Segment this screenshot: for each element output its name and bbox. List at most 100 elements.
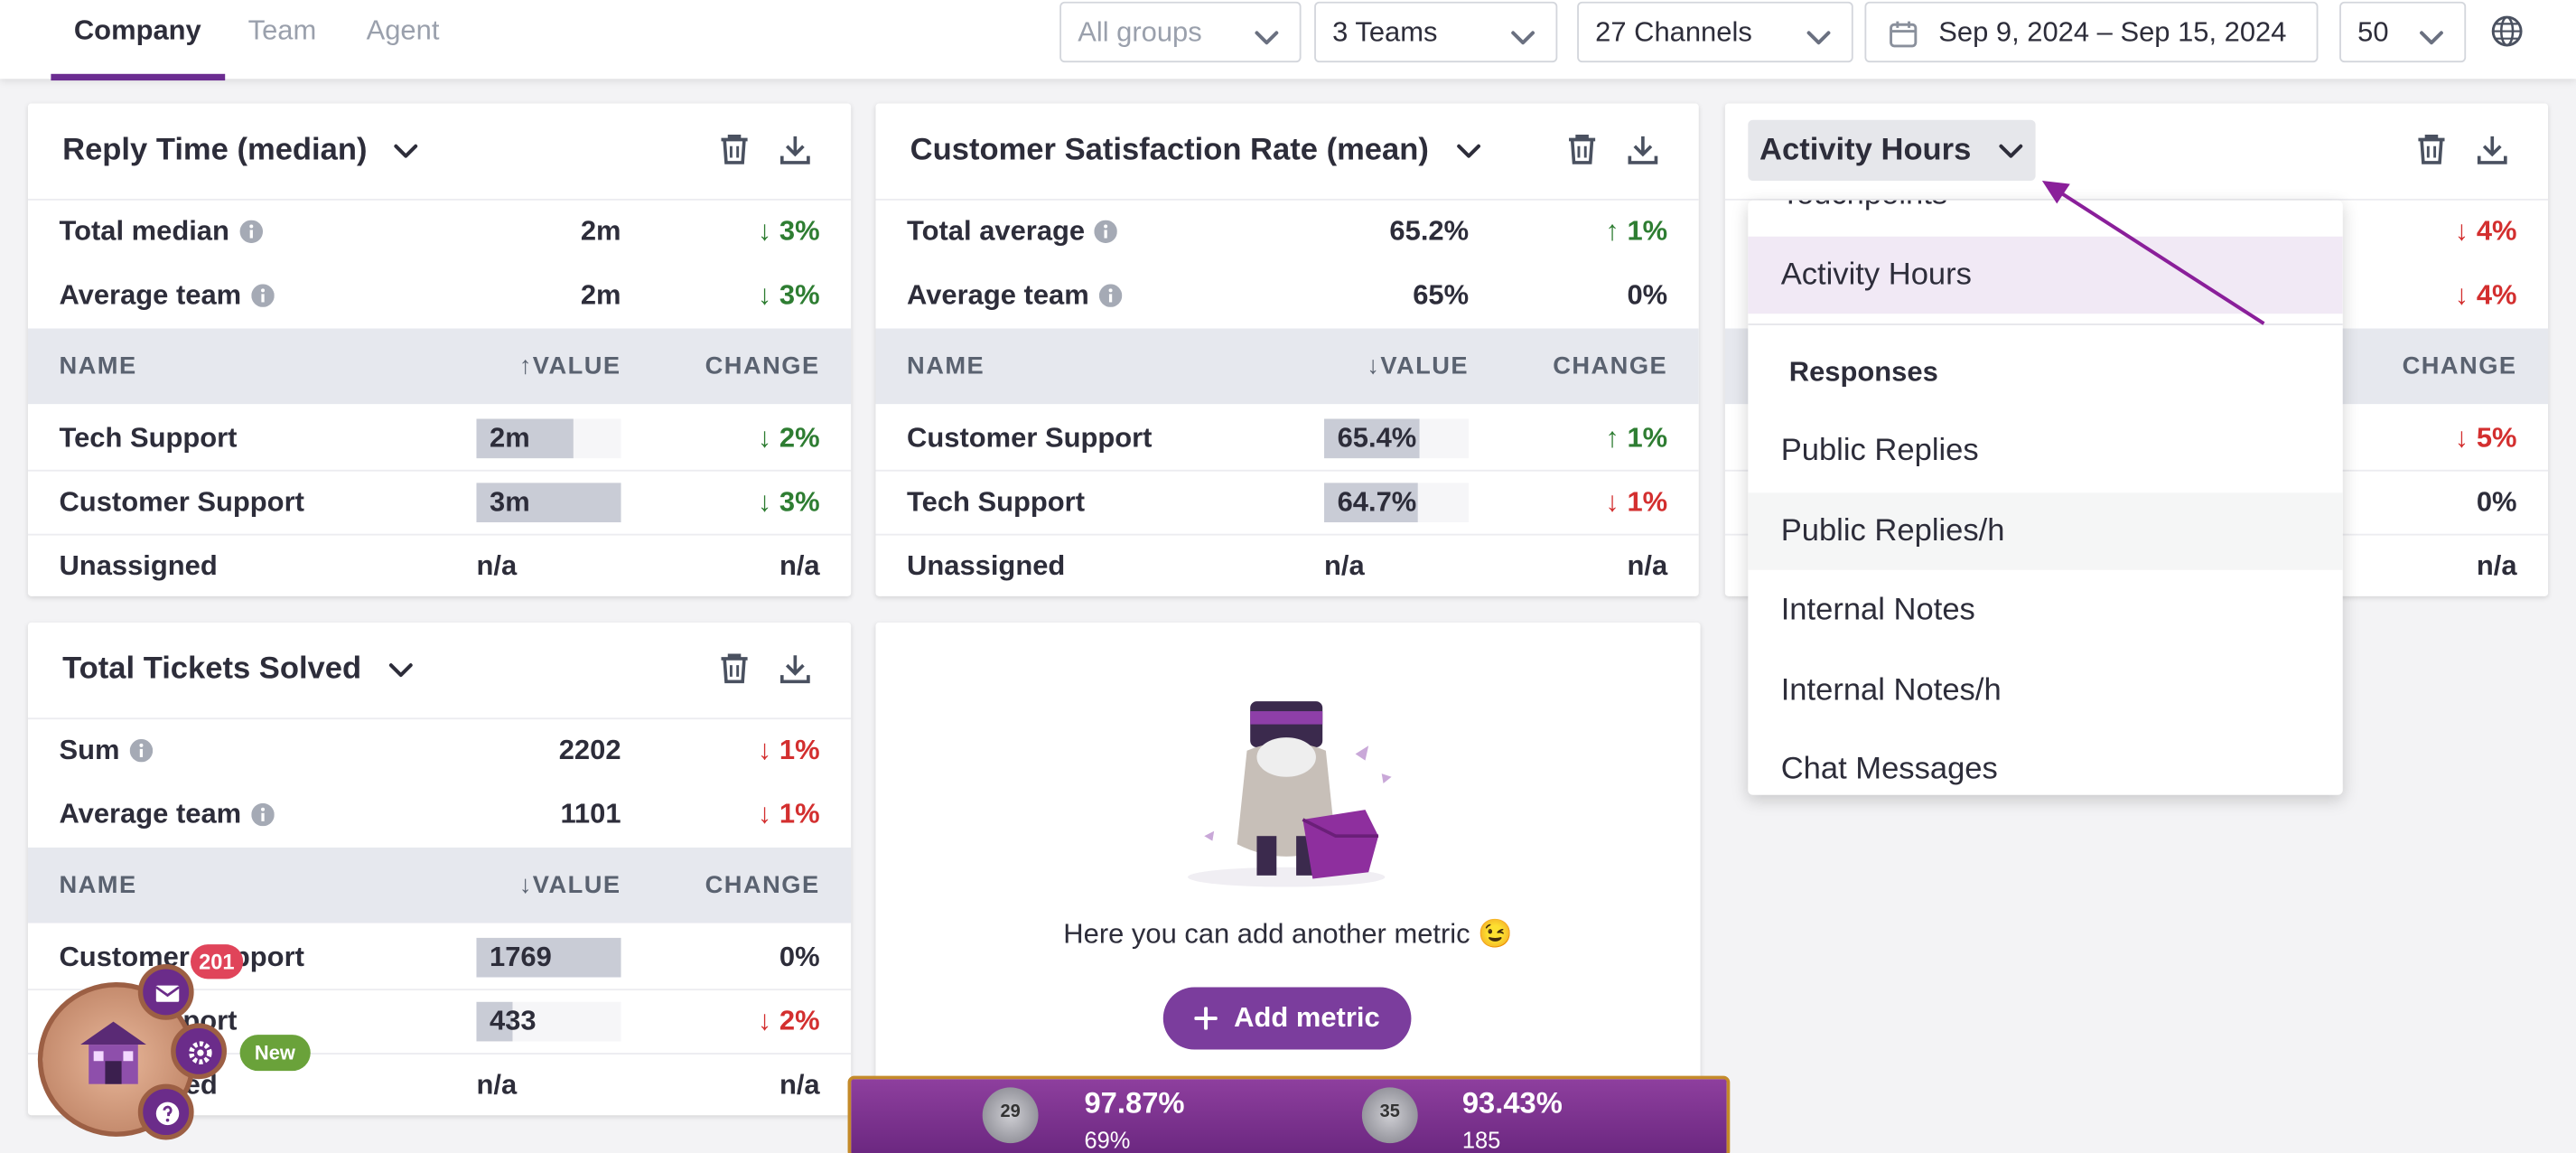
- summary-label: Total average: [907, 215, 1118, 248]
- nav-tab[interactable]: Team: [247, 14, 317, 46]
- column-header[interactable]: CHANGE: [2402, 352, 2517, 380]
- mascot-illustration-part: [1250, 711, 1323, 725]
- chevron-icon-part: [1255, 31, 1279, 45]
- row-name: Customer Support: [907, 422, 1153, 454]
- add-metric-button[interactable]: Add metric: [1162, 987, 1412, 1050]
- card-title-button[interactable]: Customer Satisfaction Rate (mean): [910, 120, 1481, 181]
- download-icon[interactable]: [779, 133, 811, 173]
- info-icon-part: [1095, 220, 1118, 244]
- dropdown-item[interactable]: Internal Notes: [1780, 593, 1975, 628]
- filter-label: 27 Channels: [1595, 16, 1752, 48]
- chevron-icon-part: [395, 143, 419, 157]
- summary-change: ↑ 1%: [1605, 215, 1668, 247]
- delete-icon[interactable]: [1567, 133, 1597, 173]
- row-change: ↑ 1%: [1605, 422, 1668, 454]
- column-header[interactable]: CHANGE: [705, 352, 820, 380]
- filter-dropdown[interactable]: 50: [2339, 1, 2467, 63]
- download-icon[interactable]: [2476, 133, 2508, 173]
- card-title: Total Tickets Solved: [62, 651, 362, 686]
- item-highlight-selected: [1748, 236, 2343, 314]
- empty-text: Here you can add another metric 😉: [1063, 918, 1513, 950]
- delete-icon-part: [729, 145, 740, 158]
- summary-label: Average team: [59, 279, 275, 312]
- chevron-icon: [1455, 142, 1481, 158]
- chevron-icon-part: [1511, 31, 1535, 45]
- chevron-icon: [1806, 24, 1832, 54]
- table-header: [875, 328, 1699, 405]
- card-title-button[interactable]: Activity Hours: [1748, 119, 2036, 181]
- mascot-illustration-part: [1302, 818, 1379, 839]
- dropdown-item[interactable]: Activity Hours: [1780, 258, 1972, 293]
- column-header[interactable]: NAME: [59, 352, 137, 380]
- stat-value: 97.87%: [1084, 1086, 1185, 1120]
- summary-value: 2m: [580, 279, 621, 311]
- card-title: Customer Satisfaction Rate (mean): [910, 132, 1429, 167]
- column-header[interactable]: ↓VALUE: [518, 871, 621, 900]
- tab-underline: [51, 73, 226, 81]
- delete-icon-part: [729, 665, 740, 677]
- info-icon-part: [251, 284, 275, 307]
- download-icon[interactable]: [1627, 133, 1659, 173]
- summary-change: ↓ 3%: [757, 215, 820, 247]
- dropdown-item[interactable]: Public Replies/h: [1780, 513, 2005, 548]
- help-icon-part: [165, 1118, 170, 1122]
- download-icon-part: [1628, 136, 1658, 164]
- table-header: [27, 328, 852, 405]
- card-title-button[interactable]: Total Tickets Solved: [62, 639, 414, 699]
- new-badge: New: [239, 1035, 311, 1072]
- column-header[interactable]: ↑VALUE: [518, 352, 621, 380]
- row-value: 64.7%: [1337, 486, 1417, 518]
- info-icon-part: [1098, 284, 1123, 307]
- globe-icon-part: [2493, 23, 2522, 40]
- download-icon-part: [2477, 136, 2507, 164]
- card-title-button[interactable]: Reply Time (median): [62, 120, 420, 181]
- metric-card: Customer Satisfaction Rate (mean) Total a…: [875, 103, 1699, 596]
- info-icon: [129, 738, 153, 763]
- column-header[interactable]: ↓VALUE: [1367, 352, 1470, 380]
- settings-button[interactable]: [171, 1023, 228, 1080]
- column-header[interactable]: CHANGE: [705, 871, 820, 900]
- dropdown-item[interactable]: Touchpoints: [1781, 201, 1947, 214]
- row-change: n/a: [779, 549, 820, 582]
- dropdown-item[interactable]: Public Replies: [1780, 433, 1979, 469]
- chevron-icon: [1997, 142, 2023, 158]
- delete-icon-part: [1577, 145, 1587, 158]
- column-header[interactable]: NAME: [59, 871, 137, 900]
- row-change: ↓ 1%: [1605, 486, 1668, 518]
- row-value: n/a: [476, 549, 518, 582]
- delete-icon[interactable]: [2417, 133, 2447, 173]
- dropdown-item[interactable]: Internal Notes/h: [1780, 672, 2002, 708]
- download-icon[interactable]: [779, 652, 811, 693]
- filter-dropdown[interactable]: All groups: [1059, 1, 1302, 63]
- summary-value: 2202: [558, 734, 621, 766]
- globe-icon[interactable]: [2490, 14, 2523, 55]
- help-button[interactable]: [137, 1083, 194, 1140]
- summary-label-text: Sum: [59, 734, 120, 766]
- delete-icon[interactable]: [720, 133, 750, 173]
- mail-icon-part: [155, 985, 181, 1002]
- delete-icon-part: [2418, 135, 2445, 164]
- delete-icon[interactable]: [720, 652, 750, 693]
- info-icon-part: [1108, 288, 1113, 293]
- column-header[interactable]: CHANGE: [1553, 352, 1668, 380]
- filter-dropdown[interactable]: Sep 9, 2024 – Sep 15, 2024: [1864, 1, 2319, 63]
- dropdown-item[interactable]: Chat Messages: [1780, 752, 1998, 787]
- nav-tab[interactable]: Company: [73, 14, 201, 46]
- nav-tab[interactable]: Agent: [366, 14, 440, 46]
- card-title: Activity Hours: [1759, 132, 1972, 167]
- filter-dropdown[interactable]: 3 Teams: [1314, 1, 1558, 63]
- info-icon: [1095, 220, 1118, 244]
- filter-dropdown[interactable]: 27 Channels: [1577, 1, 1853, 63]
- house-icon-part: [80, 1021, 146, 1045]
- column-header[interactable]: NAME: [907, 352, 985, 380]
- info-icon-part: [139, 748, 143, 757]
- help-icon-part: [163, 1105, 173, 1117]
- mail-button[interactable]: [137, 963, 194, 1020]
- calendar-icon-part: [1890, 21, 1916, 33]
- download-icon-part: [779, 655, 810, 684]
- info-icon-part: [261, 294, 265, 303]
- delete-icon-part: [721, 653, 748, 684]
- house-icon-part: [80, 1021, 146, 1084]
- trophy-badge: 29: [982, 1087, 1039, 1144]
